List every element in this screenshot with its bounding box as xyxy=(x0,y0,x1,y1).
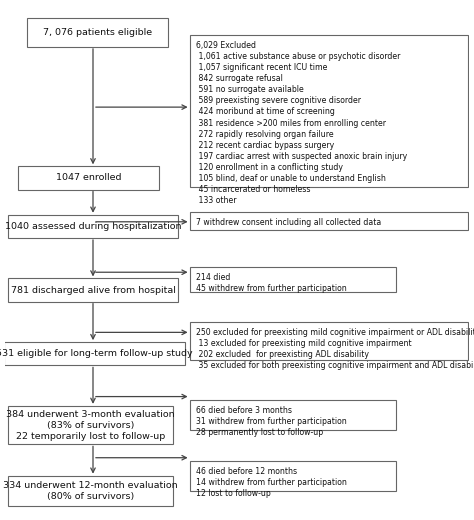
Text: 1040 assessed during hospitalization: 1040 assessed during hospitalization xyxy=(5,222,181,231)
Text: 46 died before 12 months
14 withdrew from further participation
12 lost to follo: 46 died before 12 months 14 withdrew fro… xyxy=(196,467,347,498)
FancyBboxPatch shape xyxy=(190,322,468,360)
Text: 531 eligible for long-term follow-up study: 531 eligible for long-term follow-up stu… xyxy=(0,349,192,358)
FancyBboxPatch shape xyxy=(18,166,159,190)
Text: 66 died before 3 months
31 withdrew from further participation
28 permanently lo: 66 died before 3 months 31 withdrew from… xyxy=(196,406,347,437)
FancyBboxPatch shape xyxy=(190,212,468,230)
Text: 7, 076 patients eligible: 7, 076 patients eligible xyxy=(43,28,152,37)
Text: 6,029 Excluded
 1,061 active substance abuse or psychotic disorder
 1,057 signif: 6,029 Excluded 1,061 active substance ab… xyxy=(196,41,407,205)
Text: 214 died
45 withdrew from further participation: 214 died 45 withdrew from further partic… xyxy=(196,273,347,293)
FancyBboxPatch shape xyxy=(4,342,184,366)
Text: 250 excluded for preexisting mild cognitive impairment or ADL disability
 13 exc: 250 excluded for preexisting mild cognit… xyxy=(196,328,474,370)
Text: 334 underwent 12-month evaluation
(80% of survivors): 334 underwent 12-month evaluation (80% o… xyxy=(3,480,178,501)
Text: 1047 enrolled: 1047 enrolled xyxy=(55,174,121,183)
FancyBboxPatch shape xyxy=(190,400,396,430)
FancyBboxPatch shape xyxy=(190,267,396,292)
FancyBboxPatch shape xyxy=(190,461,396,491)
FancyBboxPatch shape xyxy=(9,215,178,238)
Text: 7 withdrew consent including all collected data: 7 withdrew consent including all collect… xyxy=(196,218,382,227)
Text: 384 underwent 3-month evaluation
(83% of survivors)
22 temporarily lost to follo: 384 underwent 3-month evaluation (83% of… xyxy=(6,410,175,441)
FancyBboxPatch shape xyxy=(9,406,173,445)
FancyBboxPatch shape xyxy=(190,35,468,187)
FancyBboxPatch shape xyxy=(9,476,173,505)
FancyBboxPatch shape xyxy=(27,18,168,47)
Text: 781 discharged alive from hospital: 781 discharged alive from hospital xyxy=(10,285,175,294)
FancyBboxPatch shape xyxy=(9,278,178,302)
